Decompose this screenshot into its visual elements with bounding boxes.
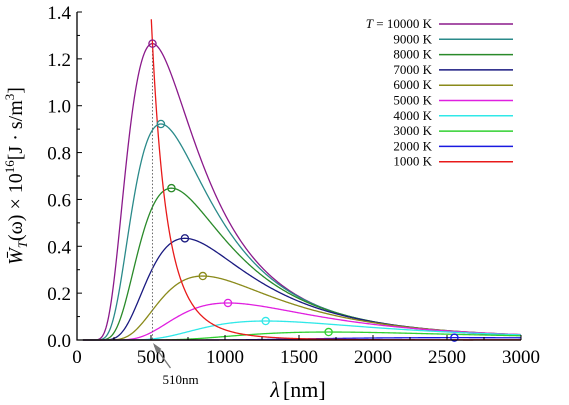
series-line-9000: [82, 123, 521, 341]
annotation-arrowhead: [152, 343, 162, 353]
legend-label-9000: 9000 K: [393, 31, 432, 46]
axis-labels: 510nm λ [nm] W̄T(ω) × 1016[J · s/m3]: [2, 87, 326, 402]
x-tick-label: 500: [137, 347, 166, 368]
legend-label-4000: 4000 K: [393, 108, 432, 123]
series-line-7000: [82, 237, 521, 341]
series-line-8000: [82, 187, 521, 341]
x-tick-label: 1000: [206, 347, 244, 368]
y-axis-label: W̄T(ω) × 1016[J · s/m3]: [2, 87, 30, 265]
peak-marker-3000: [324, 327, 333, 337]
legend-label-3000: 3000 K: [393, 123, 432, 138]
legend-label-2000: 2000 K: [393, 138, 432, 153]
legend-label-1000: 1000 K: [393, 154, 432, 169]
series-curves: [82, 19, 521, 341]
peak-marker-6000: [198, 271, 208, 281]
x-tick-label: 2500: [428, 347, 466, 368]
peak-marker-2000: [450, 333, 459, 342]
peak-marker-7000: [180, 234, 190, 243]
legend-label-10000: T = 10000 K: [366, 16, 433, 31]
x-tick-label: 1500: [280, 347, 318, 368]
legend-label-7000: 7000 K: [393, 62, 432, 77]
peak-markers: [148, 39, 459, 342]
y-tick-label: 0.8: [47, 144, 71, 165]
legend-label-5000: 5000 K: [393, 93, 432, 108]
y-tick-label: 1.4: [47, 3, 71, 24]
axes: 0 500 1000 1500 2000 2500 3000 0.0 0.2 0.4 0.6 0.8 1…: [47, 3, 540, 368]
y-tick-label: 0.2: [47, 284, 71, 305]
y-tick-label: 0.4: [47, 237, 71, 258]
series-line-5000: [82, 302, 521, 341]
peak-marker-10000: [148, 39, 157, 48]
annotation-510nm: 510nm: [162, 372, 198, 387]
y-tick-label: 0.6: [47, 190, 71, 211]
series-line-4000: [82, 320, 521, 341]
legend-label-6000: 6000 K: [393, 77, 432, 92]
peak-marker-5000: [223, 298, 233, 308]
wien-locus-line: [150, 19, 521, 341]
peak-marker-4000: [261, 316, 270, 326]
x-tick-label: 2000: [354, 347, 392, 368]
y-tick-label: 1.2: [47, 50, 71, 71]
y-tick-label: 1.0: [47, 97, 71, 118]
series-line-10000: [82, 42, 521, 341]
peak-marker-9000: [156, 119, 166, 129]
x-axis-label: λ [nm]: [269, 377, 325, 402]
peak-marker-8000: [167, 183, 176, 193]
axis-lines: [76, 12, 521, 341]
x-tick-label: 0: [72, 347, 82, 368]
y-tick-label: 0.0: [47, 331, 71, 352]
series-line-6000: [82, 275, 521, 341]
x-tick-label: 3000: [502, 347, 540, 368]
legend-label-8000: 8000 K: [393, 47, 432, 62]
